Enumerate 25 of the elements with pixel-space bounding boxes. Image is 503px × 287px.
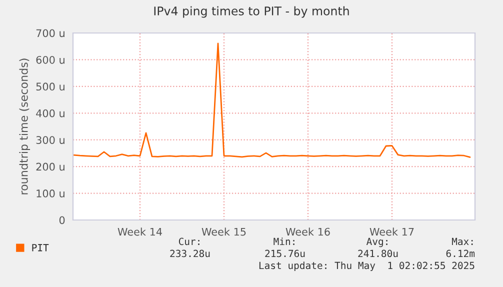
text: Min: bbox=[274, 238, 294, 245]
y-tick-label: 100 u bbox=[36, 190, 64, 198]
y-tick-label: 500 u bbox=[36, 82, 64, 91]
text: 6.12m bbox=[446, 250, 475, 258]
y-tick-label: 0 bbox=[59, 216, 65, 224]
x-tick-label: Week 16 bbox=[286, 228, 330, 236]
y-tick-label: 300 u bbox=[36, 136, 64, 144]
text: Avg: bbox=[366, 238, 388, 248]
text: Last update: Thu May 1 02:02:55 2025 bbox=[259, 262, 474, 272]
line-series bbox=[73, 42, 471, 158]
text: Cur: bbox=[178, 238, 200, 246]
x-tick-label: Week 17 bbox=[370, 228, 414, 236]
chart-title: IPv4 ping times to PIT - by month bbox=[154, 6, 349, 18]
y-tick-label: 200 u bbox=[36, 162, 64, 171]
y-tick-label: 700 u bbox=[36, 29, 64, 38]
y-tick-label: 400 u bbox=[36, 109, 64, 118]
text: Max: bbox=[452, 238, 473, 246]
y-tick-label: 600 u bbox=[36, 56, 64, 64]
y-axis-title: roundtrip time (seconds) bbox=[19, 58, 30, 194]
legend-label: PIT bbox=[32, 244, 49, 252]
text: 241.80u bbox=[358, 250, 398, 258]
x-tick-label: Week 15 bbox=[202, 228, 246, 236]
x-tick-label: Week 14 bbox=[118, 228, 162, 236]
text: 215.76u bbox=[265, 250, 305, 258]
text: 233.28u bbox=[170, 250, 210, 258]
